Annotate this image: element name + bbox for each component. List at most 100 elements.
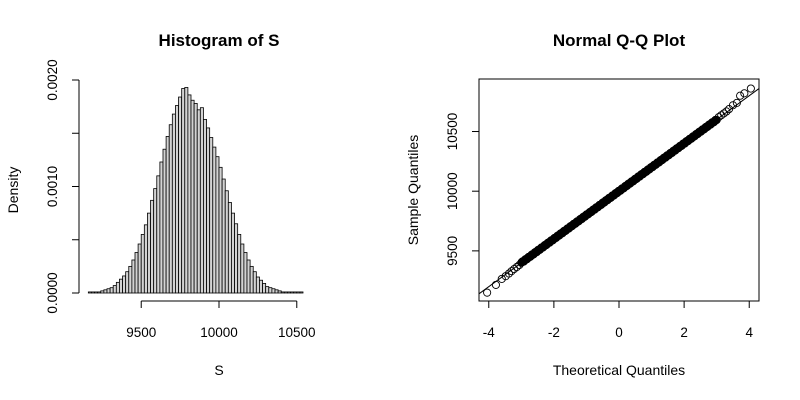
histogram-bar <box>184 87 189 294</box>
histogram-bar <box>299 291 304 294</box>
histogram-bar <box>109 287 114 294</box>
histogram-bar <box>91 291 95 294</box>
qq-point <box>736 91 745 100</box>
histogram-x-label: S <box>214 362 223 378</box>
histogram-bar <box>187 94 192 294</box>
histogram-bar <box>262 283 267 294</box>
histogram-bars <box>87 87 304 294</box>
histogram-bar <box>125 271 130 294</box>
qq-x-tick-label: -2 <box>548 325 560 340</box>
histogram-bar <box>131 259 136 294</box>
histogram-bar <box>218 166 223 294</box>
histogram-bar <box>112 285 117 294</box>
histogram-bar <box>134 252 139 294</box>
histogram-bar <box>283 291 288 294</box>
histogram-y-label: Density <box>5 167 21 214</box>
histogram-bar <box>287 291 291 294</box>
histogram-bar <box>156 175 161 294</box>
qq-x-tick-label: -4 <box>483 325 495 340</box>
qq-panel: Normal Q-Q Plot -4 -2 0 2 4 9500 10000 10500 T… <box>405 31 760 378</box>
histogram-bar <box>122 275 127 294</box>
qq-title: Normal Q-Q Plot <box>553 31 686 50</box>
histogram-bar <box>150 199 155 294</box>
histogram-bar <box>128 265 133 294</box>
qq-point <box>491 280 500 289</box>
histogram-bar <box>153 188 158 294</box>
histogram-x-axis: 9500 10000 10500 <box>126 300 316 340</box>
histogram-bar <box>165 136 170 294</box>
histogram-bar <box>203 119 207 294</box>
histogram-bar <box>115 281 120 294</box>
histogram-bar <box>206 127 211 294</box>
histogram-bar <box>277 290 282 294</box>
histogram-bar <box>159 161 164 294</box>
histogram-bar <box>268 287 273 294</box>
qq-x-tick-label: 0 <box>615 325 623 340</box>
histogram-bar <box>265 286 270 294</box>
histogram-bar <box>221 178 226 294</box>
histogram-bar <box>137 243 142 294</box>
histogram-bar <box>234 223 239 294</box>
histogram-bar <box>199 107 204 294</box>
qq-y-tick-label: 10000 <box>445 172 460 210</box>
qq-x-label: Theoretical Quantiles <box>553 362 685 378</box>
histogram-bar <box>168 124 173 294</box>
histogram-bar <box>271 288 276 294</box>
histogram-bar <box>259 279 263 294</box>
qq-point <box>515 260 524 270</box>
histogram-bar <box>171 113 176 294</box>
histogram-y-axis: 0.0000 0.0010 0.0020 <box>45 59 80 314</box>
histogram-bar <box>237 234 242 294</box>
qq-point <box>719 109 728 118</box>
qq-point <box>507 267 516 276</box>
histogram-bar <box>190 99 195 294</box>
histogram-x-tick-label: 9500 <box>126 325 156 340</box>
qq-point <box>712 115 721 125</box>
qq-point <box>512 262 521 272</box>
qq-point <box>740 89 749 98</box>
qq-y-label: Sample Quantiles <box>405 135 421 246</box>
histogram-bar <box>193 103 198 294</box>
histogram-bar <box>224 190 229 294</box>
qq-point <box>510 264 519 274</box>
qq-y-tick-label: 10500 <box>445 113 460 151</box>
histogram-bar <box>231 212 235 294</box>
histogram-bar <box>215 156 220 294</box>
qq-point <box>504 269 514 278</box>
histogram-bar <box>280 291 285 294</box>
histogram-bar <box>246 259 251 294</box>
histogram-bar <box>243 252 248 294</box>
histogram-bar <box>178 96 183 294</box>
histogram-bar <box>119 278 123 294</box>
histogram-bar <box>255 276 260 294</box>
qq-y-axis: 9500 10000 10500 <box>445 113 480 266</box>
histogram-bar <box>87 291 92 294</box>
histogram-bar <box>140 234 145 294</box>
histogram-y-tick-label: 0.0010 <box>45 166 60 207</box>
histogram-bar <box>143 224 148 294</box>
histogram-title: Histogram of S <box>159 31 280 50</box>
histogram-bar <box>162 148 167 294</box>
histogram-bar <box>293 291 298 294</box>
histogram-bar <box>227 202 232 294</box>
histogram-bar <box>212 146 217 294</box>
histogram-bar <box>290 291 295 294</box>
histogram-bar <box>106 288 111 294</box>
histogram-bar <box>94 291 99 294</box>
qq-x-axis: -4 -2 0 2 4 <box>483 300 753 340</box>
qq-x-tick-label: 4 <box>745 325 753 340</box>
qq-points <box>483 84 755 297</box>
qq-point <box>483 288 492 297</box>
histogram-bar <box>97 291 102 294</box>
histogram-bar <box>181 88 186 294</box>
histogram-x-tick-label: 10500 <box>278 325 316 340</box>
histogram-panel: Histogram of S 9500 10000 10500 0.00000.00… <box>5 31 316 378</box>
histogram-bar <box>103 289 108 294</box>
histogram-x-tick-label: 10000 <box>200 325 238 340</box>
histogram-bar <box>249 265 254 294</box>
histogram-bar <box>147 212 151 294</box>
histogram-bar <box>209 137 214 294</box>
histogram-bar <box>274 289 279 294</box>
qq-point <box>722 107 731 116</box>
